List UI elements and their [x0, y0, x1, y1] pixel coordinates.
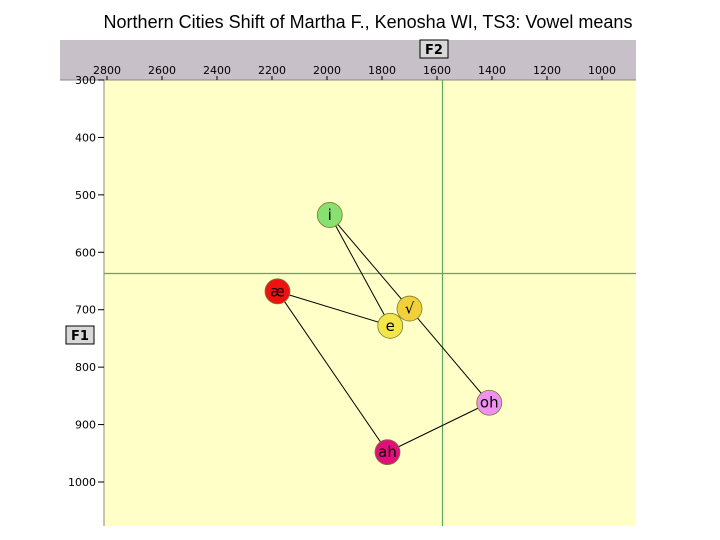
- x-axis-title-box: [419, 39, 449, 59]
- plot-area: [104, 80, 636, 526]
- vowel-point-label: √: [405, 300, 415, 318]
- y-tick-label: 300: [75, 74, 96, 87]
- vowel-point-marker: [476, 389, 503, 416]
- y-axis-title: F1: [71, 329, 89, 344]
- vowel-connector-line: [329, 214, 410, 309]
- x-tick-label: 2400: [203, 64, 231, 77]
- x-tick-label: 2000: [313, 64, 341, 77]
- vowel-connector-line: [387, 402, 490, 453]
- vowel-connector-line: [329, 214, 391, 327]
- vowel-point-label: e: [386, 317, 395, 335]
- slide-title: Northern Cities Shift of Martha F., Keno…: [103, 12, 633, 32]
- y-axis-panel: [60, 80, 104, 526]
- vowel-point-marker: [374, 439, 401, 466]
- x-tick-label: 1200: [533, 64, 561, 77]
- vowel-point-label: i: [328, 206, 332, 224]
- x-tick-label: 1600: [423, 64, 451, 77]
- vowel-point-marker: [316, 202, 343, 228]
- x-tick-label: 1400: [478, 64, 506, 77]
- vowel-connector-line: [277, 291, 388, 453]
- vowel-connector-line: [409, 308, 490, 404]
- vowel-connector-line: [277, 290, 391, 327]
- y-tick-label: 400: [75, 131, 96, 144]
- vowel-point-label: æ: [270, 282, 285, 300]
- y-tick-label: 600: [75, 246, 96, 259]
- y-tick-label: 900: [75, 419, 96, 432]
- x-tick-label: 1000: [588, 64, 616, 77]
- x-tick-label: 1800: [368, 64, 396, 77]
- y-tick-label: 1000: [68, 476, 96, 489]
- x-tick-label: 2200: [258, 64, 286, 77]
- x-axis-title: F2: [425, 43, 443, 58]
- y-tick-label: 800: [75, 361, 96, 374]
- vowel-point-label: oh: [480, 394, 499, 412]
- x-tick-label: 2600: [148, 64, 176, 77]
- vowel-point-marker: [377, 312, 404, 339]
- vowel-point-marker: [264, 278, 291, 305]
- x-tick-label: 2800: [93, 64, 121, 77]
- vowel-point-label: ah: [378, 443, 397, 461]
- y-tick-label: 500: [75, 189, 96, 202]
- y-tick-label: 700: [75, 304, 96, 317]
- y-axis-title-box: [65, 325, 95, 345]
- vowel-point-marker: [396, 295, 423, 322]
